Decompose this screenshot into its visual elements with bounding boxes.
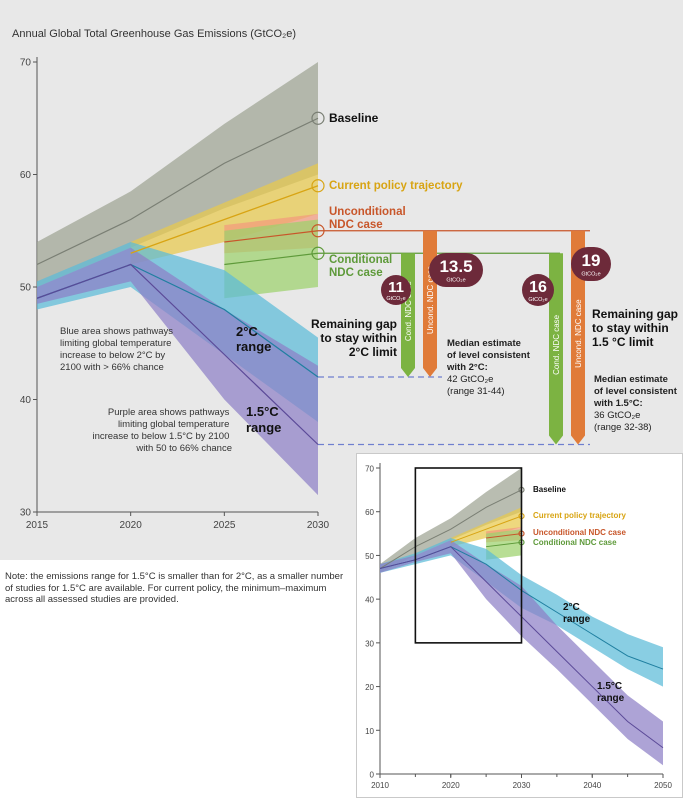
end-marker-uncond xyxy=(311,224,325,238)
bubble-2c-cond-value: 11 xyxy=(388,279,404,296)
label-baseline: Baseline xyxy=(329,111,379,125)
y-tick-label: 70 xyxy=(20,58,32,69)
inset-label-cond: Conditional NDC case xyxy=(533,538,617,547)
band-two_c xyxy=(380,537,663,687)
line-cond xyxy=(224,252,319,266)
bubble-1-5c-uncond-unit: GtCO₂e xyxy=(581,272,600,278)
y-tick-label: 10 xyxy=(365,727,374,736)
line-uncond xyxy=(486,533,522,539)
bubble-2c-uncond xyxy=(429,253,483,287)
line-baseline xyxy=(36,117,319,266)
median-2c: Median estimate of level consistent with… xyxy=(446,338,533,397)
purple-area-note: Purple area shows pathways limiting glob… xyxy=(92,407,232,454)
bubble-1-5c-uncond-value: 19 xyxy=(582,251,601,270)
main-gap-markers: Cond. NDC case Uncond. NDC case Cond. NDC … xyxy=(318,230,611,446)
footnote: Note: the emissions range for 1.5°C is s… xyxy=(5,571,344,605)
median-1-5c: Median estimate of level consistent with… xyxy=(593,374,680,433)
band-one5 xyxy=(37,247,318,496)
gap-1-5c-title: Remaining gap to stay within 1.5 °C limit xyxy=(592,307,678,349)
band-one5 xyxy=(380,540,663,766)
y-tick-label: 0 xyxy=(370,771,375,780)
gap-arrow-uncond-1 xyxy=(571,230,585,445)
inset-chart-panel: 0 10 20 30 40 50 60 70 2010 2020 2030 2040 2050 Base… xyxy=(356,453,683,798)
band-current xyxy=(450,507,522,547)
blue-area-note: Blue area shows pathways limiting global… xyxy=(60,326,176,373)
gap-arrow-cond-1-label: Cond. NDC case xyxy=(552,314,561,375)
bubble-1-5c-cond xyxy=(522,274,554,306)
bubble-1-5c-cond-value: 16 xyxy=(529,279,547,296)
label-unconditional-ndc: Unconditional NDC case xyxy=(329,206,406,231)
gap-2c-title: Remaining gap to stay within 2°C limit xyxy=(311,317,397,359)
bubble-1-5c-uncond xyxy=(571,247,611,281)
y-tick-label: 40 xyxy=(20,395,32,406)
label-current-policy: Current policy trajectory xyxy=(329,180,463,192)
main-lines xyxy=(36,117,319,445)
line-one5 xyxy=(36,263,319,445)
y-tick-label: 20 xyxy=(365,683,374,692)
end-marker-current xyxy=(311,179,325,193)
main-end-markers xyxy=(311,111,325,260)
line-cond xyxy=(486,541,522,548)
line-baseline xyxy=(379,489,522,569)
bubble-2c-cond-unit: GtCO₂e xyxy=(386,296,405,302)
inset-zoom-box xyxy=(414,467,523,644)
line-uncond xyxy=(224,230,319,243)
inset-label-current: Current policy trajectory xyxy=(533,511,626,520)
x-tick-label: 2050 xyxy=(654,781,672,790)
gap-arrow-uncond-1-label: Uncond. NDC case xyxy=(574,299,583,368)
x-tick-label: 2030 xyxy=(307,520,330,531)
y-tick-label: 60 xyxy=(20,170,32,181)
x-tick-label: 2020 xyxy=(442,781,460,790)
zoom-box xyxy=(414,467,523,644)
y-tick-label: 40 xyxy=(365,596,374,605)
band-current xyxy=(130,163,318,265)
gap-arrow-cond-0-label: Cond. NDC case xyxy=(404,281,413,342)
y-tick-label: 70 xyxy=(365,465,374,474)
end-marker-cond xyxy=(311,246,325,260)
bubble-2c-uncond-value: 13.5 xyxy=(439,257,472,276)
y-tick-label: 30 xyxy=(365,639,374,648)
line-current xyxy=(130,185,319,254)
y-tick-label: 50 xyxy=(365,552,374,561)
bubble-2c-cond xyxy=(381,275,411,305)
x-tick-label: 2015 xyxy=(26,520,49,531)
y-tick-label: 50 xyxy=(20,283,32,294)
y-tick-label: 30 xyxy=(20,508,32,519)
main-chart: Annual Global Total Greenhouse Gas Emiss… xyxy=(12,28,680,531)
label-1-5c-range: 1.5°C range xyxy=(246,404,281,435)
inset-label-uncond: Unconditional NDC case xyxy=(533,528,626,537)
y-tick-label: 60 xyxy=(365,508,374,517)
line-current xyxy=(450,515,522,543)
label-2c-range: 2°C range xyxy=(236,324,271,354)
x-tick-label: 2040 xyxy=(583,781,601,790)
main-chart-panel: Annual Global Total Greenhouse Gas Emiss… xyxy=(0,0,683,560)
x-tick-label: 2025 xyxy=(213,520,236,531)
gap-arrow-uncond-0-label: Uncond. NDC case xyxy=(426,265,435,334)
bubble-1-5c-cond-unit: GtCO₂e xyxy=(528,297,547,303)
bubble-2c-uncond-unit: GtCO₂e xyxy=(446,278,465,284)
x-tick-label: 2020 xyxy=(120,520,143,531)
gap-arrow-cond-1 xyxy=(549,253,563,445)
chart-title: Annual Global Total Greenhouse Gas Emiss… xyxy=(12,28,296,40)
x-tick-label: 2030 xyxy=(513,781,531,790)
inset-label-baseline: Baseline xyxy=(533,485,566,494)
inset-label-2c: 2°C range xyxy=(563,602,591,625)
inset-label-1-5c: 1.5°C range xyxy=(597,681,625,704)
x-tick-label: 2010 xyxy=(371,781,389,790)
label-conditional-ndc: Conditional NDC case xyxy=(329,254,392,279)
end-marker-baseline xyxy=(311,111,325,125)
